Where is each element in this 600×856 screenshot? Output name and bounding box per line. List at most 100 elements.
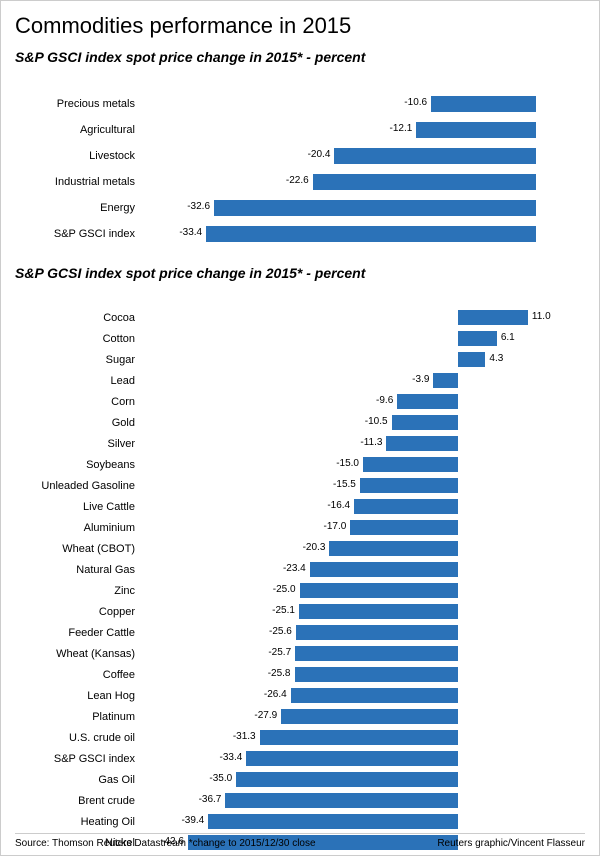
value-label: 6.1 — [501, 332, 515, 343]
plot-area: -35.0 — [141, 770, 585, 789]
chart-row: Gold-10.5 — [15, 412, 585, 433]
bar — [281, 709, 458, 724]
plot-area: -22.6 — [141, 171, 585, 193]
plot-area: -25.0 — [141, 581, 585, 600]
chart-row: Sugar4.3 — [15, 349, 585, 370]
chart-row: Zinc-25.0 — [15, 580, 585, 601]
row-label: Gas Oil — [15, 774, 141, 786]
chart-row: Corn-9.6 — [15, 391, 585, 412]
bar — [206, 226, 536, 242]
bar — [300, 583, 459, 598]
chart-row: Live Cattle-16.4 — [15, 496, 585, 517]
source-text: Source: Thomson Reuters Datastream *chan… — [15, 838, 316, 849]
plot-area: -36.7 — [141, 791, 585, 810]
bar — [458, 310, 528, 325]
bar — [299, 604, 458, 619]
chart-row: Brent crude-36.7 — [15, 790, 585, 811]
value-label: -35.0 — [209, 773, 232, 784]
row-label: Wheat (CBOT) — [15, 543, 141, 555]
chart-row: Industrial metals-22.6 — [15, 169, 585, 195]
plot-area: -25.6 — [141, 623, 585, 642]
value-label: -25.8 — [268, 668, 291, 679]
row-label: Coffee — [15, 669, 141, 681]
bar — [350, 520, 458, 535]
chart-row: U.S. crude oil-31.3 — [15, 727, 585, 748]
value-label: -26.4 — [264, 689, 287, 700]
bar — [296, 625, 458, 640]
plot-area: 4.3 — [141, 350, 585, 369]
bar — [236, 772, 458, 787]
value-label: -25.7 — [268, 647, 291, 658]
chart-row: Soybeans-15.0 — [15, 454, 585, 475]
plot-area: -25.1 — [141, 602, 585, 621]
bar — [416, 122, 535, 138]
chart-row: Platinum-27.9 — [15, 706, 585, 727]
chart-row: Cocoa11.0 — [15, 307, 585, 328]
plot-area: -31.3 — [141, 728, 585, 747]
chart-row: Cotton6.1 — [15, 328, 585, 349]
row-label: Agricultural — [15, 124, 141, 136]
plot-area: -3.9 — [141, 371, 585, 390]
chart-row: Copper-25.1 — [15, 601, 585, 622]
value-label: -10.6 — [404, 97, 427, 108]
chart-row: Lean Hog-26.4 — [15, 685, 585, 706]
bar — [208, 814, 458, 829]
value-label: -15.0 — [336, 458, 359, 469]
plot-area: -23.4 — [141, 560, 585, 579]
row-label: U.S. crude oil — [15, 732, 141, 744]
main-title: Commodities performance in 2015 — [15, 13, 585, 39]
value-label: -9.6 — [376, 395, 393, 406]
chart-gsci-sectors: S&P GSCI index spot price change in 2015… — [15, 49, 585, 247]
chart-row: Heating Oil-39.4 — [15, 811, 585, 832]
bar — [363, 457, 458, 472]
bar — [214, 200, 536, 216]
chart-row: Aluminium -17.0 — [15, 517, 585, 538]
value-label: -23.4 — [283, 563, 306, 574]
value-label: -25.1 — [272, 605, 295, 616]
value-label: -32.6 — [187, 201, 210, 212]
value-label: -17.0 — [324, 521, 347, 532]
row-label: Platinum — [15, 711, 141, 723]
bar — [386, 436, 458, 451]
value-label: -25.0 — [273, 584, 296, 595]
chart-row: Natural Gas-23.4 — [15, 559, 585, 580]
row-label: Silver — [15, 438, 141, 450]
bar — [329, 541, 458, 556]
plot-area: -20.4 — [141, 145, 585, 167]
bar — [397, 394, 458, 409]
plot-area: -16.4 — [141, 497, 585, 516]
plot-area: -39.4 — [141, 812, 585, 831]
footer: Source: Thomson Reuters Datastream *chan… — [15, 833, 585, 849]
row-label: Live Cattle — [15, 501, 141, 513]
row-label: Wheat (Kansas) — [15, 648, 141, 660]
chart-row: Energy-32.6 — [15, 195, 585, 221]
row-label: S&P GSCI index — [15, 753, 141, 765]
value-label: -11.3 — [360, 437, 382, 448]
chart-row: Wheat (CBOT) -20.3 — [15, 538, 585, 559]
bar — [392, 415, 459, 430]
row-label: Heating Oil — [15, 816, 141, 828]
row-label: Aluminium — [15, 522, 141, 534]
plot-area: -9.6 — [141, 392, 585, 411]
plot-area: -25.7 — [141, 644, 585, 663]
plot-area: -15.5 — [141, 476, 585, 495]
plot-area: -10.5 — [141, 413, 585, 432]
value-label: -15.5 — [333, 479, 356, 490]
value-label: -20.3 — [303, 542, 326, 553]
chart-row: Gas Oil -35.0 — [15, 769, 585, 790]
bar — [433, 373, 458, 388]
chart-row: Silver -11.3 — [15, 433, 585, 454]
value-label: -36.7 — [199, 794, 222, 805]
page: Commodities performance in 2015 S&P GSCI… — [0, 0, 600, 856]
bar — [458, 331, 497, 346]
plot-area: -17.0 — [141, 518, 585, 537]
plot-area: -32.6 — [141, 197, 585, 219]
chart2-rows: Cocoa11.0Cotton6.1Sugar4.3Lead-3.9Corn-9… — [15, 307, 585, 853]
row-label: Sugar — [15, 354, 141, 366]
bar — [334, 148, 535, 164]
row-label: Unleaded Gasoline — [15, 480, 141, 492]
chart-row: Coffee -25.8 — [15, 664, 585, 685]
chart1-subtitle: S&P GSCI index spot price change in 2015… — [15, 49, 585, 65]
plot-area: -10.6 — [141, 93, 585, 115]
chart-row: Livestock-20.4 — [15, 143, 585, 169]
